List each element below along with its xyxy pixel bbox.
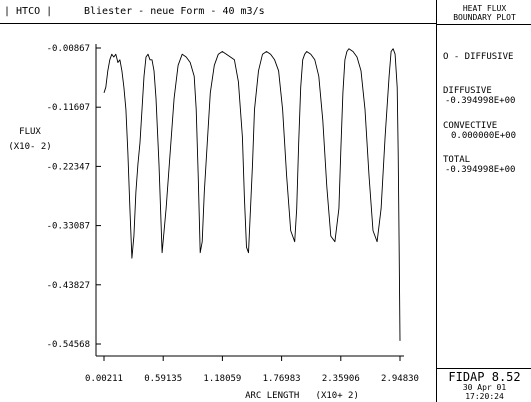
x-tick-label: 0.59135 (144, 374, 182, 384)
y-ticks: -0.00867 -0.11607 -0.22347 -0.33087 -0.43827… (47, 44, 101, 350)
x-tick-label: 0.00211 (85, 374, 123, 384)
y-tick-label: -0.00867 (47, 44, 90, 54)
heat-flux-chart: -0.00867 -0.11607 -0.22347 -0.33087 -0.43827… (8, 44, 419, 401)
x-ticks: 0.00211 0.59135 1.18059 1.76983 2.35906 2.948… (85, 356, 419, 384)
footer-time: 17:20:24 (465, 392, 504, 401)
y-tick-label: -0.54568 (47, 340, 90, 350)
x-tick-label: 2.35906 (322, 374, 360, 384)
series-group (103, 48, 401, 341)
sidebar-title-line1: HEAT FLUX (462, 4, 507, 13)
footer-date: 30 Apr 01 (462, 383, 507, 392)
sidebar-title: HEAT FLUX BOUNDARY PLOT (437, 4, 531, 22)
plot-title: Bliester - neue Form - 40 m3/s (84, 6, 265, 17)
sidebar-panel: HEAT FLUX BOUNDARY PLOT O - DIFFUSIVE DI… (436, 0, 531, 402)
series-line (103, 48, 401, 341)
diffusive-value: -0.394998E+00 (445, 96, 516, 106)
x-tick-label: 1.18059 (203, 374, 241, 384)
y-tick-label: -0.43827 (47, 281, 90, 291)
header-left-label: | HTCO | (4, 6, 53, 17)
total-value: -0.394998E+00 (445, 165, 516, 175)
y-axis-unit-label: (X10- 2) (8, 142, 51, 152)
x-axis-label: ARC LENGTH (X10+ 2) (245, 391, 359, 401)
diffusive-label: DIFFUSIVE (443, 86, 492, 96)
y-tick-label: -0.22347 (47, 162, 90, 172)
y-tick-label: -0.11607 (47, 103, 90, 113)
sidebar-divider-bottom (437, 368, 531, 369)
footer-app-version: FIDAP 8.52 (448, 370, 521, 384)
legend-item-diffusive: O - DIFFUSIVE (443, 52, 514, 62)
sidebar-divider-top (437, 24, 531, 25)
x-tick-label: 2.94830 (381, 374, 419, 384)
plot-header: | HTCO | Bliester - neue Form - 40 m3/s (0, 0, 436, 24)
axes (95, 44, 404, 357)
convective-value: 0.000000E+00 (451, 131, 517, 141)
x-tick-label: 1.76983 (263, 374, 301, 384)
convective-label: CONVECTIVE (443, 121, 498, 131)
y-tick-label: -0.33087 (47, 222, 90, 232)
sidebar-title-line2: BOUNDARY PLOT (453, 13, 516, 22)
total-label: TOTAL (443, 155, 471, 165)
y-axis-label: FLUX (19, 127, 41, 137)
